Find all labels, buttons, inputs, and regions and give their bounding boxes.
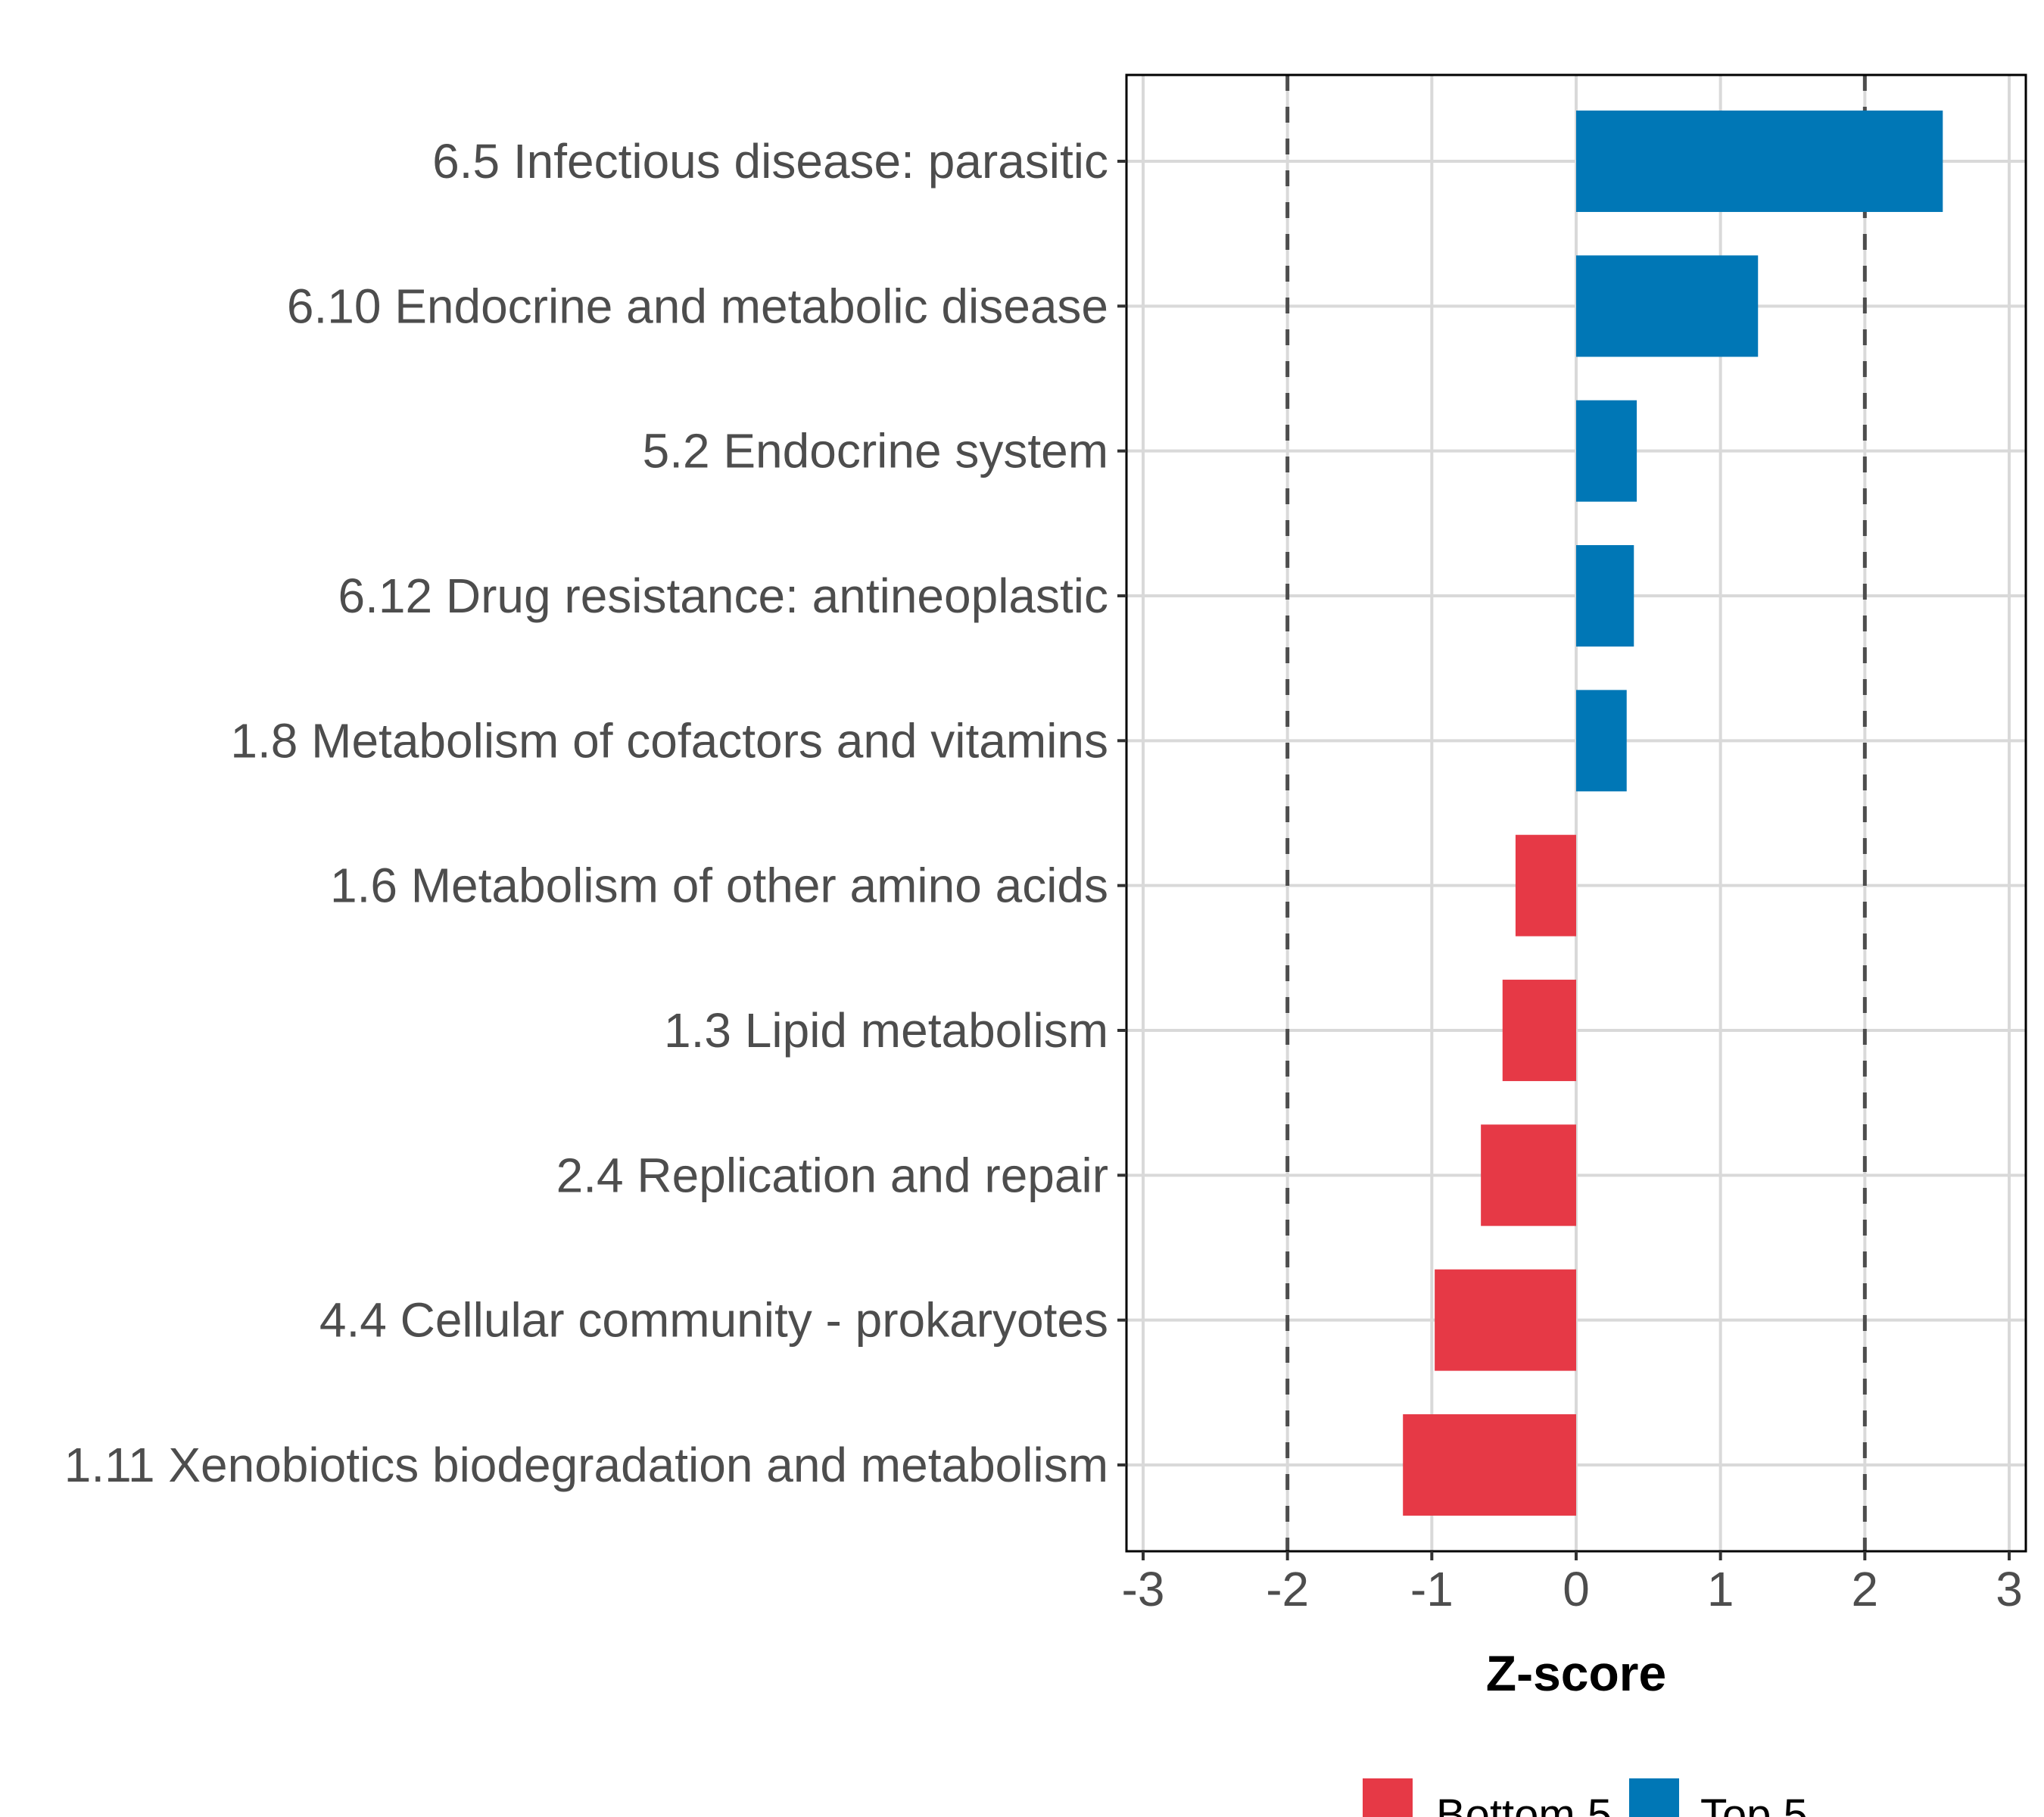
x-axis-title: Z-score (1486, 1645, 1666, 1701)
bar-bottom5 (1481, 1124, 1576, 1226)
bar-bottom5 (1515, 834, 1576, 937)
y-tick-label: 4.4 Cellular community - prokaryotes (319, 1293, 1108, 1348)
bar-top5 (1576, 545, 1634, 647)
y-tick-label: 6.12 Drug resistance: antineoplastic (338, 569, 1108, 623)
bar-top5 (1576, 255, 1759, 357)
y-tick-label: 5.2 Endocrine system (643, 424, 1108, 478)
x-tick-label: -2 (1266, 1562, 1309, 1616)
y-tick-label: 2.4 Replication and repair (556, 1148, 1108, 1202)
bars (1403, 111, 1943, 1516)
x-tick-label: 0 (1563, 1562, 1590, 1616)
y-tick-label: 1.8 Metabolism of cofactors and vitamins (230, 713, 1108, 768)
x-tick-label: -3 (1122, 1562, 1165, 1616)
y-tick-label: 1.11 Xenobiotics biodegradation and meta… (64, 1438, 1108, 1492)
x-tick-label: 2 (1852, 1562, 1879, 1616)
bar-top5 (1576, 400, 1637, 502)
bar-top5 (1576, 690, 1627, 792)
legend: Bottom 5 Top 5 (1363, 1778, 1808, 1817)
bar-top5 (1576, 111, 1943, 212)
x-axis: -3 -2 -1 0 1 2 3 (1122, 1551, 2023, 1616)
x-tick-label: 3 (1996, 1562, 2023, 1616)
y-tick-label: 1.3 Lipid metabolism (664, 1003, 1108, 1058)
legend-key-top5 (1629, 1778, 1679, 1817)
y-tick-label: 1.6 Metabolism of other amino acids (330, 859, 1108, 913)
legend-label: Bottom 5 (1436, 1791, 1612, 1817)
y-tick-label: 6.5 Infectious disease: parasitic (432, 134, 1108, 189)
reference-lines (1285, 75, 1867, 1551)
x-tick-label: -1 (1410, 1562, 1454, 1616)
y-axis: 6.5 Infectious disease: parasitic 6.10 En… (64, 134, 1126, 1492)
bar-bottom5 (1403, 1414, 1576, 1516)
y-tick-label: 6.10 Endocrine and metabolic disease (287, 279, 1108, 333)
bar-bottom5 (1502, 980, 1576, 1081)
x-tick-label: 1 (1707, 1562, 1734, 1616)
legend-key-bottom5 (1363, 1778, 1413, 1817)
bar-bottom5 (1435, 1269, 1576, 1371)
legend-label: Top 5 (1700, 1791, 1808, 1817)
